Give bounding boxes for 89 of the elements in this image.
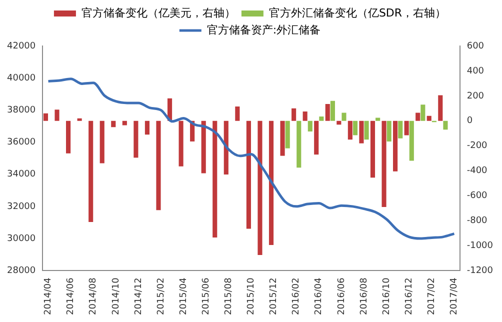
y-tick-label: 32000 xyxy=(6,202,36,212)
bar xyxy=(386,120,392,142)
y-tick-label: 36000 xyxy=(6,138,36,148)
x-tick-label: 2016/10 xyxy=(382,277,392,315)
bar xyxy=(352,120,358,136)
x-tick-label: 2014/12 xyxy=(134,278,144,315)
bar xyxy=(426,116,432,121)
y2-tick-label: -200 xyxy=(466,141,488,152)
x-tick-label: 2014/10 xyxy=(111,277,122,315)
bar xyxy=(296,120,302,168)
bar xyxy=(88,120,94,222)
bar xyxy=(54,110,60,121)
bar xyxy=(246,120,251,229)
bar xyxy=(268,120,274,246)
bar xyxy=(100,120,104,164)
bar xyxy=(348,120,352,140)
y-tick-label: 38000 xyxy=(6,106,36,116)
x-tick-label: 2016/04 xyxy=(314,277,324,315)
y-tick-label: 42000 xyxy=(6,41,36,52)
x-tick-label: 2014/04 xyxy=(44,277,54,315)
bar xyxy=(156,120,161,210)
x-tick-label: 2015/06 xyxy=(201,277,212,315)
bar xyxy=(393,120,398,172)
y-tick-label: 30000 xyxy=(6,234,36,244)
bar xyxy=(280,120,285,156)
y-tick-label: 40000 xyxy=(6,73,36,84)
x-tick-label: 2015/02 xyxy=(156,278,166,315)
x-tick-label: 2015/10 xyxy=(246,277,257,315)
x-tick-label: 2016/06 xyxy=(336,277,347,315)
x-tick-label: 2016/08 xyxy=(359,277,370,315)
bar xyxy=(314,120,319,155)
x-tick-label: 2016/12 xyxy=(404,278,414,315)
bar xyxy=(302,112,308,121)
bar xyxy=(134,120,138,158)
y2-tick-label: 600 xyxy=(466,41,484,52)
bar xyxy=(292,108,296,121)
bar xyxy=(325,104,330,121)
bar xyxy=(285,120,290,148)
y-tick-label: 34000 xyxy=(6,170,36,180)
y2-tick-label: -400 xyxy=(466,166,488,176)
y2-tick-label: 400 xyxy=(466,66,484,76)
legend-label: 官方储备资产:外汇储备 xyxy=(206,23,321,36)
bar xyxy=(438,95,443,121)
bar xyxy=(443,120,448,130)
x-tick-label: 2017/04 xyxy=(450,277,460,315)
bar xyxy=(122,120,127,126)
bar xyxy=(235,106,240,121)
bar xyxy=(258,120,262,256)
x-tick-label: 2016/02 xyxy=(292,278,302,315)
y2-tick-label: 0 xyxy=(466,116,473,126)
y2-tick-label: -600 xyxy=(466,191,488,202)
bar xyxy=(420,104,426,121)
bar xyxy=(416,112,420,121)
x-tick-label: 2015/04 xyxy=(178,277,189,315)
bar xyxy=(212,120,218,238)
bar xyxy=(178,120,184,166)
bar xyxy=(370,120,376,178)
bar xyxy=(43,113,48,121)
bar xyxy=(330,100,335,121)
bar xyxy=(359,120,364,144)
x-tick-label: 2017/02 xyxy=(427,278,437,315)
bar xyxy=(308,120,312,132)
legend-label: 官方外汇储备变化（亿SDR，右轴） xyxy=(268,6,446,20)
bar xyxy=(111,120,116,128)
y2-tick-label: -1000 xyxy=(466,241,494,251)
bar xyxy=(66,120,71,154)
x-tick-label: 2014/08 xyxy=(88,277,99,315)
bar xyxy=(398,120,403,138)
bar xyxy=(201,120,206,174)
bar xyxy=(77,118,82,121)
bar xyxy=(319,116,324,121)
y2-tick-label: -1200 xyxy=(466,266,494,276)
x-tick-label: 2014/06 xyxy=(66,277,76,315)
line-series xyxy=(47,78,456,240)
bar xyxy=(336,120,342,125)
y2-tick-label: -800 xyxy=(466,216,488,226)
bar xyxy=(404,120,409,136)
bar xyxy=(376,118,380,121)
bar xyxy=(409,120,414,161)
x-tick-label: 2015/08 xyxy=(224,277,234,315)
bar xyxy=(382,120,386,207)
bar xyxy=(224,120,228,175)
bar xyxy=(144,120,150,135)
bar xyxy=(342,112,346,121)
y-tick-label: 28000 xyxy=(6,266,36,276)
legend-label: 官方储备变化（亿美元，右轴） xyxy=(81,6,236,20)
y2-tick-label: 200 xyxy=(466,91,484,102)
x-tick-label: 2015/12 xyxy=(269,278,280,315)
bar xyxy=(364,120,369,140)
